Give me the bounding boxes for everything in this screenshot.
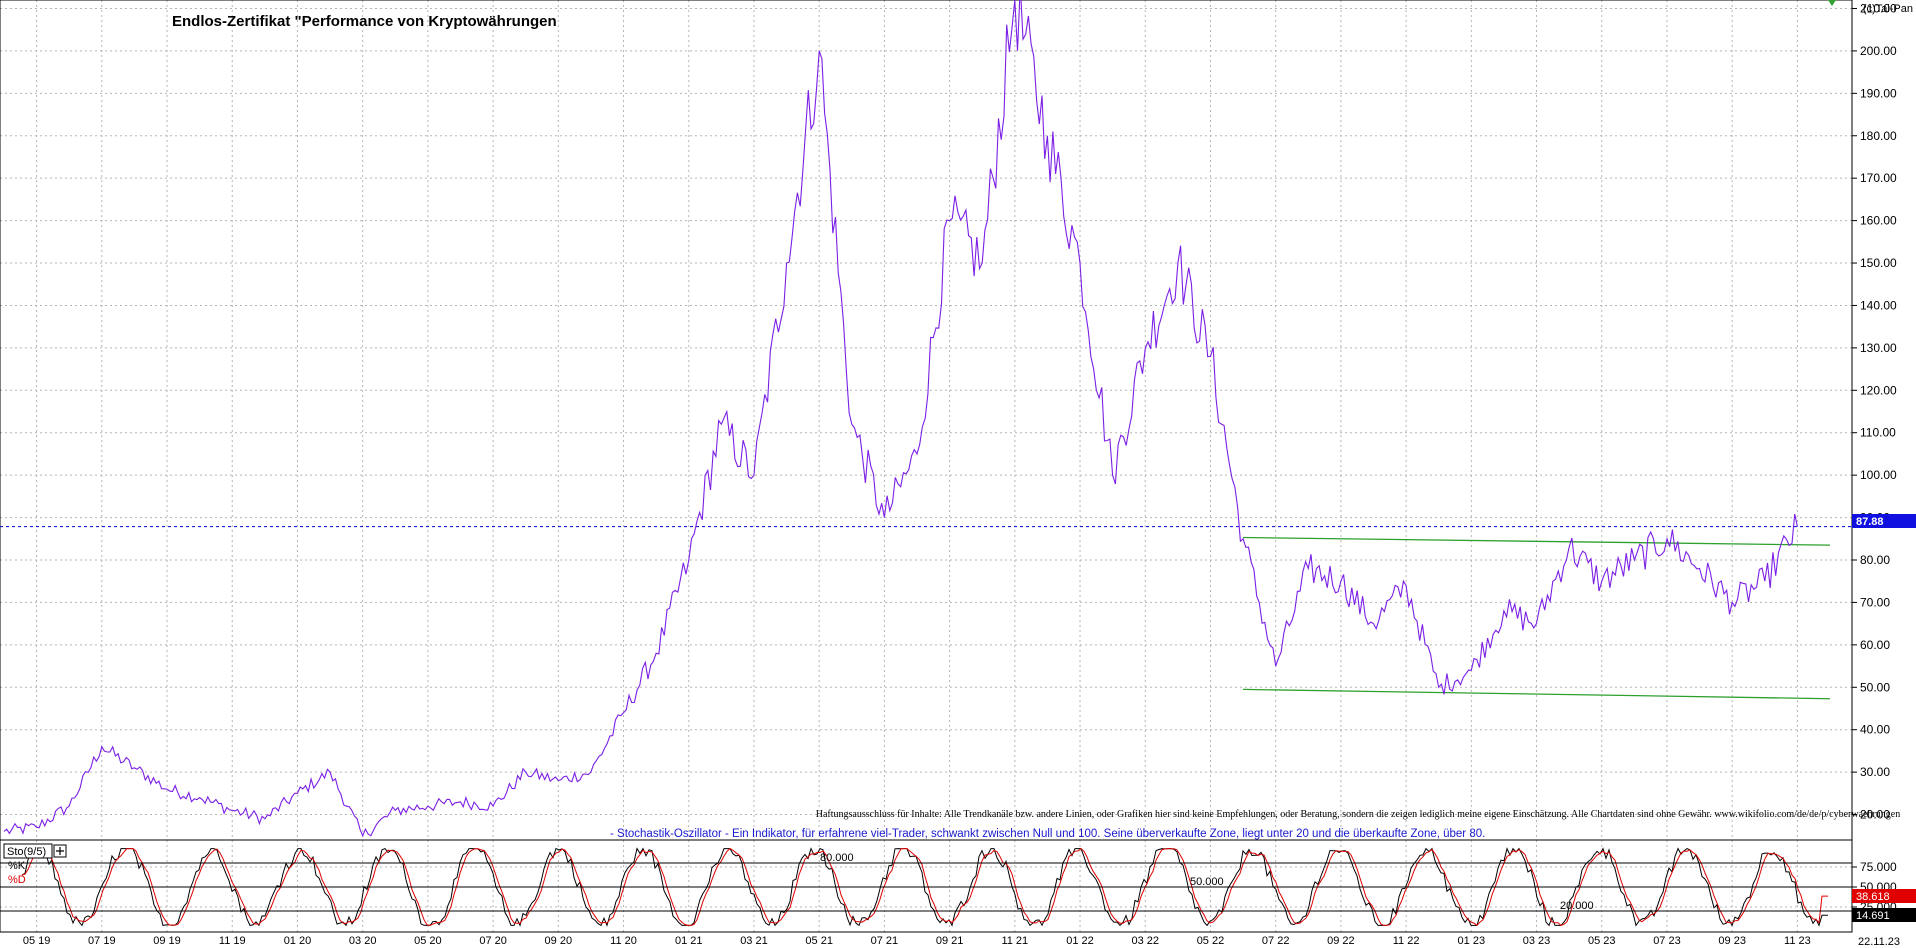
arrow-down-icon xyxy=(1828,0,1836,6)
sto-level-label: 80.000 xyxy=(820,852,854,864)
x-tick-label: 09 23 xyxy=(1718,935,1746,947)
sto-d-label: %D xyxy=(8,874,26,886)
sto-level-label: 50.000 xyxy=(1190,876,1224,888)
chart-title: Endlos-Zertifikat "Performance von Krypt… xyxy=(172,13,557,30)
x-tick-label: 09 20 xyxy=(545,935,573,947)
sto-d-line xyxy=(21,847,1828,927)
main-grid xyxy=(0,0,1852,840)
main-y-axis: 20.0030.0040.0050.0060.0070.0080.0090.00… xyxy=(1852,1,1897,822)
disclaimer-text: Haftungsausschluss für Inhalte: Alle Tre… xyxy=(816,809,1901,820)
svg-text:38.618: 38.618 xyxy=(1856,891,1890,903)
y-tick-label: 50.00 xyxy=(1860,680,1890,694)
y-tick-label: 150.00 xyxy=(1860,256,1897,270)
x-tick-label: 01 23 xyxy=(1458,935,1486,947)
copyright-label: (c)Tai-Pan xyxy=(1863,3,1913,15)
x-tick-label: 03 21 xyxy=(740,935,768,947)
sto-legend-box xyxy=(3,843,53,859)
stochastic-levels: 80.000 50.000 20.000 xyxy=(0,852,1852,912)
x-tick-label: 03 23 xyxy=(1523,935,1551,947)
y-tick-label: 180.00 xyxy=(1860,129,1897,143)
y-tick-label: 110.00 xyxy=(1860,426,1896,440)
sto-d-badge: 38.618 xyxy=(1852,889,1916,903)
sto-level-label: 20.000 xyxy=(1560,900,1594,912)
x-tick-label: 11 21 xyxy=(1001,935,1028,947)
y-tick-label: 20.00 xyxy=(1860,808,1890,822)
x-tick-label: 07 23 xyxy=(1653,935,1681,947)
stochastic-series xyxy=(21,847,1828,927)
x-tick-label: 03 22 xyxy=(1131,935,1159,947)
x-tick-label: 11 19 xyxy=(219,935,246,947)
y-tick-label: 140.00 xyxy=(1860,298,1897,312)
sto-y-tick-label: 75.000 xyxy=(1860,860,1897,874)
x-tick-label: 11 23 xyxy=(1784,935,1811,947)
x-axis: 05 19 07 19 09 19 11 19 01 20 03 20 05 20 07 20… xyxy=(23,935,1811,947)
x-tick-label: 05 19 xyxy=(23,935,51,947)
x-tick-label: 05 21 xyxy=(805,935,833,947)
sto-legend-title: Sto(9/5) xyxy=(7,846,46,858)
y-tick-label: 210.00 xyxy=(1860,1,1897,15)
sto-k-badge: 14.691 xyxy=(1852,908,1916,922)
y-tick-label: 30.00 xyxy=(1860,765,1890,779)
trend-line-upper xyxy=(1243,536,1831,546)
x-tick-label: 11 20 xyxy=(610,935,637,947)
y-tick-label: 40.00 xyxy=(1860,723,1890,737)
stochastic-note: - Stochastik-Oszillator - Ein Indikator,… xyxy=(610,828,1485,840)
y-tick-label: 70.00 xyxy=(1860,595,1890,609)
x-tick-label: 07 22 xyxy=(1262,935,1290,947)
x-tick-label: 07 19 xyxy=(88,935,116,947)
y-tick-label: 80.00 xyxy=(1860,553,1890,567)
x-tick-label: 09 19 xyxy=(153,935,181,947)
y-tick-label: 160.00 xyxy=(1860,214,1897,228)
y-tick-label: 170.00 xyxy=(1860,171,1897,185)
x-tick-label: 01 22 xyxy=(1066,935,1094,947)
x-tick-label: 01 21 xyxy=(675,935,703,947)
y-tick-label: 200.00 xyxy=(1860,44,1897,58)
x-tick-label: 05 22 xyxy=(1197,935,1225,947)
price-line xyxy=(3,0,1798,838)
svg-text:87.88: 87.88 xyxy=(1856,516,1884,528)
x-tick-label: 07 21 xyxy=(871,935,899,947)
sto-k-label: %K xyxy=(8,860,26,872)
trend-line-lower xyxy=(1243,688,1831,700)
price-series xyxy=(3,0,1798,838)
y-tick-label: 60.00 xyxy=(1860,638,1890,652)
stochastic-plot-frame xyxy=(0,839,1853,933)
last-date-label: 22.11.23 xyxy=(1858,936,1900,948)
current-value-badge: 87.88 xyxy=(1852,514,1916,528)
y-tick-label: 120.00 xyxy=(1860,383,1897,397)
sto-k-line xyxy=(21,847,1828,927)
svg-text:14.691: 14.691 xyxy=(1856,910,1890,922)
x-tick-label: 01 20 xyxy=(284,935,312,947)
x-tick-label: 05 23 xyxy=(1588,935,1616,947)
trend-lines xyxy=(1243,536,1831,700)
x-tick-label: 09 21 xyxy=(936,935,964,947)
x-tick-label: 03 20 xyxy=(349,935,377,947)
x-tick-label: 05 20 xyxy=(414,935,442,947)
y-tick-label: 190.00 xyxy=(1860,86,1897,100)
y-tick-label: 100.00 xyxy=(1860,468,1897,482)
plus-icon xyxy=(56,847,64,855)
y-tick-label: 130.00 xyxy=(1860,341,1897,355)
x-tick-label: 07 20 xyxy=(479,935,507,947)
x-tick-label: 11 22 xyxy=(1393,935,1420,947)
x-tick-label: 09 22 xyxy=(1327,935,1355,947)
